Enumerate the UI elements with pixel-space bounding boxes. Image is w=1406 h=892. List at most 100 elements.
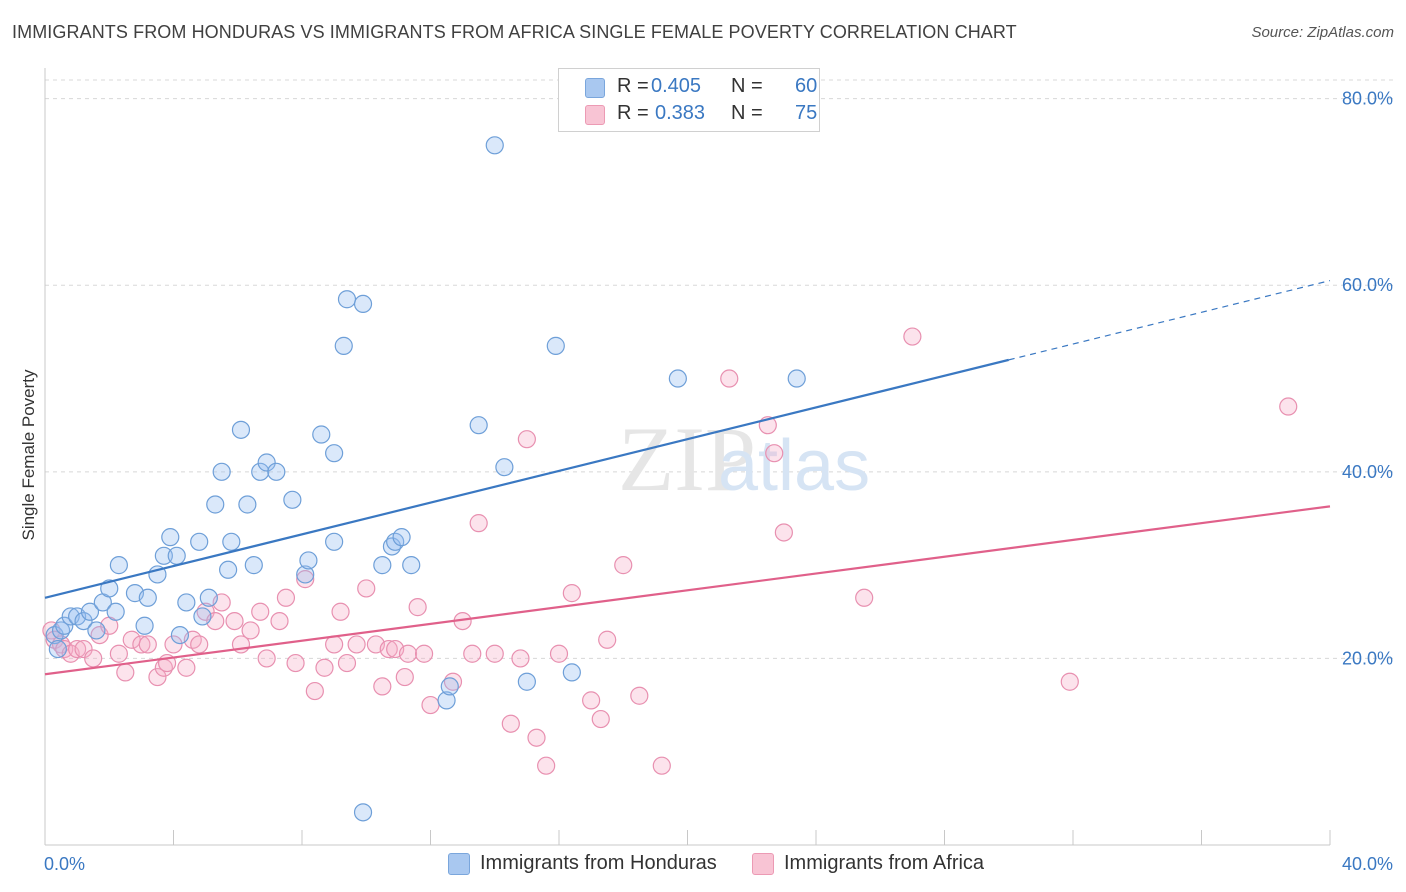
source-label: Source: ZipAtlas.com [1251, 24, 1394, 41]
africa-point [463, 644, 482, 663]
chart-title: IMMIGRANTS FROM HONDURAS VS IMMIGRANTS F… [12, 22, 1017, 42]
legend-n-value: 60 [795, 75, 818, 97]
honduras-point [87, 621, 106, 640]
watermark-zip: ZIP [618, 408, 756, 510]
honduras-point [546, 336, 565, 355]
legend-swatch-honduras [585, 78, 605, 98]
honduras-point [495, 458, 514, 477]
africa-point [270, 611, 289, 631]
honduras-points [45, 136, 806, 822]
legend-r-label: R = [617, 102, 649, 124]
africa-point [1060, 672, 1079, 691]
honduras-point [231, 420, 251, 439]
africa-point [469, 514, 488, 533]
legend-label-honduras: Immigrants from Honduras [480, 852, 717, 874]
africa-point [511, 649, 530, 668]
honduras-point [787, 369, 806, 388]
africa-point [177, 658, 196, 677]
africa-point [765, 444, 784, 463]
honduras-point [48, 639, 67, 659]
x-tick-label: 0.0% [44, 854, 85, 874]
honduras-point [299, 551, 318, 570]
honduras-point [206, 495, 225, 514]
africa-point [257, 649, 276, 668]
africa-point [286, 653, 305, 673]
axes [44, 68, 1331, 846]
honduras-point [469, 416, 488, 435]
legend-r-value: 0.405 [651, 75, 702, 97]
africa-point [315, 658, 334, 677]
africa-point [138, 635, 157, 654]
africa-point [276, 588, 296, 607]
honduras-point [244, 556, 263, 575]
africa-point [414, 644, 434, 663]
africa-point [347, 635, 366, 654]
africa-point [395, 667, 414, 687]
y-axis-label: Single Female Poverty [19, 369, 38, 541]
honduras-point [485, 136, 504, 155]
honduras-point [334, 336, 353, 355]
africa-point [501, 714, 520, 733]
honduras-point [267, 462, 286, 481]
africa-point [598, 630, 617, 649]
africa-point [373, 677, 392, 696]
africa-point [652, 756, 671, 775]
honduras-point [562, 663, 581, 682]
honduras-point [199, 588, 218, 607]
correlation-legend: R = 0.405 N = 60 R = 0.383 N = 75 [558, 68, 820, 132]
honduras-point [55, 616, 74, 635]
africa-point [337, 653, 357, 673]
africa-point [379, 639, 398, 659]
honduras-point [219, 560, 238, 579]
africa-point [549, 644, 569, 663]
africa-point [68, 639, 87, 659]
honduras-point [668, 369, 687, 388]
honduras-point [190, 532, 209, 551]
honduras-point [312, 425, 331, 444]
africa-trend-line [44, 505, 1331, 676]
legend-r-value: 0.383 [655, 102, 706, 124]
honduras-point [257, 453, 276, 472]
africa-point [164, 635, 183, 654]
honduras-point [353, 294, 373, 314]
africa-point [421, 695, 440, 715]
grid-lines [45, 79, 1394, 659]
honduras-point [517, 672, 536, 691]
africa-point [398, 644, 418, 663]
honduras-point [170, 625, 190, 645]
africa-point [331, 602, 350, 621]
honduras-point [440, 677, 459, 696]
africa-point [190, 635, 209, 654]
africa-point [903, 327, 922, 346]
legend-n-value: 75 [795, 102, 818, 124]
honduras-point [74, 611, 93, 631]
honduras-point [296, 565, 315, 584]
africa-point [720, 369, 739, 388]
africa-point [527, 728, 546, 747]
honduras-point [109, 556, 128, 575]
africa-point [408, 598, 427, 617]
watermark: ZIP atlas [618, 408, 870, 510]
honduras-point [154, 546, 173, 565]
honduras-point [212, 462, 231, 481]
africa-point [74, 639, 93, 659]
honduras-point [392, 528, 411, 547]
africa-point [582, 691, 601, 710]
honduras-point [80, 602, 100, 621]
tick-labels: 20.0% 40.0% 60.0% 80.0% 0.0% 40.0% [44, 89, 1393, 874]
africa-point [774, 523, 793, 542]
africa-point [296, 570, 315, 589]
africa-point [305, 681, 324, 701]
legend-swatch-africa [585, 105, 605, 125]
honduras-point [325, 532, 344, 551]
honduras-point [353, 803, 373, 822]
x-tick-label: 40.0% [1342, 854, 1393, 874]
africa-point [148, 667, 167, 687]
honduras-point [161, 528, 180, 547]
africa-point [537, 756, 556, 775]
africa-point [225, 611, 244, 631]
honduras-point [373, 556, 392, 575]
africa-point [562, 584, 581, 603]
africa-point [325, 635, 344, 654]
